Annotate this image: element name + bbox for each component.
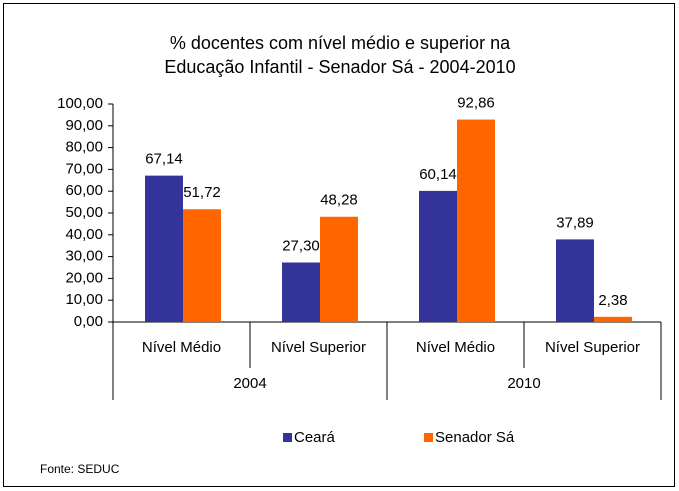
legend-swatch [424,433,433,442]
bar [183,209,221,322]
data-label: 2,38 [598,292,627,309]
bar [419,190,457,322]
y-tick-label: 80,00 [65,139,103,156]
data-label: 27,30 [282,237,320,254]
y-tick-label: 30,00 [65,248,103,265]
y-tick-label: 70,00 [65,160,103,177]
bar [594,316,632,322]
y-tick-label: 50,00 [65,204,103,221]
bar [556,239,594,322]
data-label: 37,89 [556,214,594,231]
x-tick-label: Nível Médio [142,339,221,356]
chart-title: Educação Infantil - Senador Sá - 2004-20… [164,57,515,77]
bar [282,262,320,322]
y-tick-label: 0,00 [74,313,103,330]
chart-title: % docentes com nível médio e superior na [170,33,511,53]
legend-label: Ceará [294,429,336,446]
data-label: 48,28 [320,192,358,209]
legend-label: Senador Sá [435,429,515,446]
group-label: 2010 [507,375,540,392]
x-tick-label: Nível Médio [416,339,495,356]
x-tick-label: Nível Superior [271,339,366,356]
source-note: Fonte: SEDUC [40,462,120,476]
y-tick-label: 40,00 [65,226,103,243]
group-label: 2004 [233,375,266,392]
data-label: 51,72 [183,184,221,201]
legend-swatch [283,433,292,442]
y-tick-label: 100,00 [57,95,103,112]
data-label: 67,14 [145,151,183,168]
y-tick-label: 20,00 [65,269,103,286]
y-tick-label: 60,00 [65,182,103,199]
data-label: 60,14 [419,166,457,183]
bar [457,119,495,322]
y-tick-label: 10,00 [65,291,103,308]
bar [320,216,358,322]
x-tick-label: Nível Superior [545,339,640,356]
bar [145,175,183,322]
data-label: 92,86 [457,95,495,112]
y-tick-label: 90,00 [65,117,103,134]
